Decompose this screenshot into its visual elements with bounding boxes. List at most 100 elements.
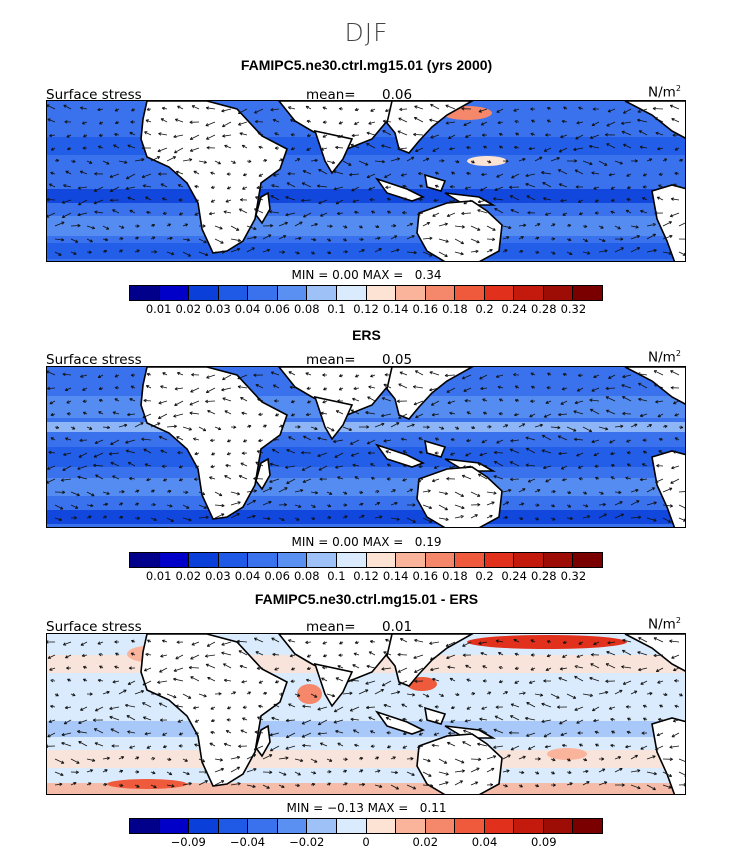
wind-vector — [557, 435, 568, 441]
wind-vector — [47, 465, 56, 470]
wind-vector — [82, 146, 88, 150]
colorbar-swatch — [455, 819, 485, 833]
wind-vector — [614, 424, 624, 429]
wind-vector — [662, 424, 668, 429]
wind-vector — [50, 171, 56, 175]
wind-vector — [367, 396, 376, 402]
wind-vector — [114, 132, 120, 137]
wind-vector — [70, 516, 77, 520]
wind-vector — [238, 744, 248, 748]
field-band — [47, 478, 685, 496]
wind-vector — [530, 399, 536, 403]
wind-vector — [160, 183, 168, 188]
colorbar-swatch — [543, 553, 574, 567]
wind-vector — [670, 197, 680, 201]
wind-vector — [127, 461, 136, 467]
wind-vector — [98, 133, 104, 137]
wind-vector — [182, 517, 192, 522]
wind-vector — [285, 212, 296, 217]
wind-vector — [438, 222, 448, 227]
panel-3-units: N/m2 — [648, 616, 681, 633]
wind-vector — [541, 434, 552, 441]
wind-vector — [306, 133, 312, 138]
wind-vector — [129, 209, 136, 214]
wind-vector — [509, 185, 520, 189]
wind-vector — [80, 641, 88, 646]
wind-vector — [306, 666, 312, 671]
wind-vector — [254, 196, 264, 201]
wind-vector — [93, 452, 104, 458]
wind-vector — [118, 490, 125, 494]
wind-vector — [402, 745, 408, 749]
wind-vector — [134, 249, 140, 253]
wind-vector — [418, 732, 424, 736]
wind-vector — [670, 386, 680, 390]
wind-vector — [610, 463, 616, 468]
wind-vector — [81, 653, 88, 658]
wind-vector — [486, 501, 495, 506]
wind-vector — [566, 782, 573, 786]
wind-vector — [173, 134, 184, 139]
wind-vector — [545, 478, 552, 483]
wind-vector — [446, 387, 456, 393]
wind-vector — [254, 119, 264, 124]
wind-vector — [230, 513, 240, 519]
wind-vector — [672, 450, 680, 454]
wind-vector — [79, 106, 88, 110]
wind-vector — [446, 212, 456, 217]
wind-vector — [625, 744, 632, 749]
wind-vector — [614, 501, 623, 506]
wind-vector — [662, 487, 673, 493]
wind-vector — [495, 374, 504, 378]
wind-vector — [672, 400, 680, 405]
wind-vector — [54, 758, 65, 764]
wind-vector — [545, 400, 552, 404]
wind-vector — [146, 107, 152, 111]
wind-vector — [210, 718, 216, 723]
colorbar-tick-label: 0.24 — [501, 569, 527, 583]
wind-vector — [397, 680, 408, 686]
wind-vector — [374, 159, 386, 164]
wind-vector — [672, 719, 680, 723]
land-mass — [140, 367, 288, 520]
wind-vector — [399, 107, 408, 112]
wind-vector — [178, 212, 184, 216]
wind-vector — [257, 131, 264, 136]
wind-vector — [374, 236, 381, 240]
land-mass — [374, 439, 497, 472]
wind-vector — [182, 426, 192, 431]
wind-vector — [480, 652, 488, 656]
colorbar-swatch — [366, 819, 397, 833]
wind-vector — [527, 211, 536, 215]
wind-vector — [326, 693, 336, 698]
wind-vector — [502, 691, 509, 695]
wind-vector — [510, 209, 520, 214]
wind-vector — [447, 665, 456, 669]
wind-vector — [622, 411, 632, 416]
wind-vector — [598, 491, 604, 495]
wind-vector — [550, 237, 556, 241]
wind-vector — [134, 224, 140, 228]
wind-vector — [498, 666, 504, 670]
wind-vector — [678, 504, 685, 510]
wind-vector — [508, 731, 520, 735]
wind-vector — [608, 706, 616, 710]
wind-vector — [198, 693, 207, 698]
wind-vector — [110, 728, 120, 734]
wind-vector — [431, 412, 440, 417]
wind-vector — [358, 782, 366, 787]
wind-vector — [417, 478, 424, 483]
wind-vector — [486, 425, 492, 429]
wind-vector — [578, 641, 584, 645]
wind-vector — [142, 716, 152, 721]
wind-vector — [352, 199, 360, 203]
wind-vector — [678, 158, 684, 163]
colorbar-swatch — [130, 286, 160, 300]
wind-vector — [166, 236, 173, 241]
wind-vector — [342, 491, 348, 495]
wind-vector — [175, 704, 184, 708]
wind-vector — [566, 238, 572, 242]
wind-vector — [318, 199, 328, 205]
wind-vector — [470, 514, 478, 519]
wind-vector — [310, 237, 317, 242]
